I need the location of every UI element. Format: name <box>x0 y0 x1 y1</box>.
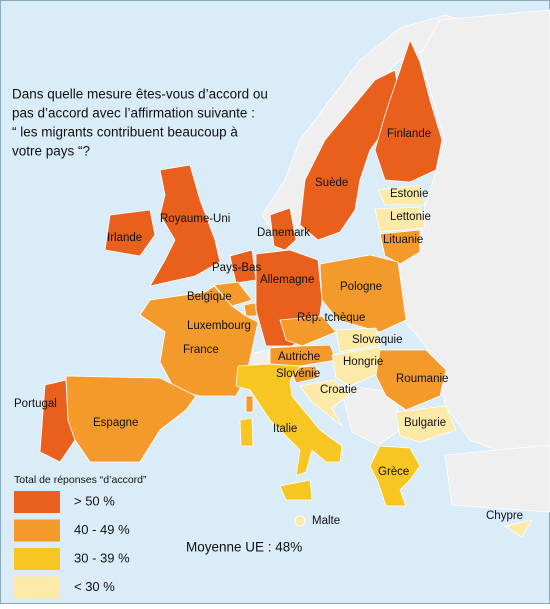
country-label: Chypre <box>486 510 523 522</box>
country-label: Grèce <box>378 466 409 478</box>
country-shape <box>379 229 421 265</box>
country-label: Pays-Bas <box>212 262 261 274</box>
country-shape <box>374 206 426 233</box>
country-shape <box>319 254 407 333</box>
country-label: Lettonie <box>390 211 431 223</box>
country-shape <box>299 379 351 427</box>
legend-label: < 30 % <box>74 579 115 594</box>
country-label: Rép. tchèque <box>297 312 365 324</box>
country-shape <box>149 164 221 287</box>
country-label: Lituanie <box>383 234 423 246</box>
country-label: Espagne <box>93 417 138 429</box>
country-shape <box>279 315 337 347</box>
country-shape <box>279 479 313 501</box>
country-shape <box>331 346 387 387</box>
title-line: votre pays “? <box>12 144 90 159</box>
country-labels: Suède Finlande Estonie Lettonie Lituanie… <box>14 128 523 527</box>
country-label: Slovaquie <box>352 334 403 346</box>
country-label: Bulgarie <box>404 417 446 429</box>
country-label: Hongrie <box>343 356 383 368</box>
country-label: Roumanie <box>396 373 448 385</box>
country-label: Irlande <box>107 232 142 244</box>
country-shape <box>374 39 443 183</box>
title: Dans quelle mesure êtes-vous d’accord ou… <box>12 87 268 159</box>
legend-label: > 50 % <box>74 493 115 508</box>
legend-swatch <box>14 491 60 513</box>
country-label: Finlande <box>387 128 431 140</box>
title-line: Dans quelle mesure êtes-vous d’accord ou <box>12 87 268 102</box>
country-label: Danemark <box>257 227 310 239</box>
legend-swatch <box>14 548 60 570</box>
country-label: Autriche <box>278 351 320 363</box>
country-label: Croatie <box>320 384 357 396</box>
legend: Total de réponses “d’accord” > 50 % 40 - … <box>14 474 147 599</box>
country-shape <box>377 184 426 206</box>
legend-swatch <box>14 519 60 542</box>
country-shape <box>375 349 447 411</box>
country-shape <box>335 327 381 353</box>
country-label: Pologne <box>340 281 382 293</box>
country-shape <box>65 375 197 463</box>
title-line: “ les migrants contribuent beaucoup à <box>12 125 238 140</box>
legend-swatch <box>14 576 60 599</box>
country-shape <box>235 363 343 477</box>
country-shape <box>245 395 254 413</box>
country-label: Slovénie <box>276 368 320 380</box>
country-label: Belgique <box>187 291 232 303</box>
country-shape <box>294 515 306 527</box>
country-shape <box>239 417 254 447</box>
country-label: Portugal <box>14 398 57 410</box>
country-shape <box>395 405 457 443</box>
legend-label: 40 - 49 % <box>74 522 130 537</box>
country-label: Italie <box>273 423 297 435</box>
country-label: Suède <box>315 177 348 189</box>
country-label: Allemagne <box>260 274 314 286</box>
country-shape <box>369 445 421 507</box>
average: Moyenne UE : 48% <box>186 540 302 555</box>
legend-title: Total de réponses “d’accord” <box>14 474 147 486</box>
countries <box>39 39 533 538</box>
country-shape <box>269 207 297 251</box>
title-line: pas d’accord avec l’affirmation suivante… <box>12 106 255 121</box>
country-label: Luxembourg <box>187 320 251 332</box>
country-label: Royaume-Uni <box>160 213 230 225</box>
legend-label: 30 - 39 % <box>74 550 130 565</box>
country-label: Malte <box>312 515 340 527</box>
country-label: France <box>183 344 219 356</box>
country-shape <box>104 209 156 257</box>
country-shape <box>504 519 533 538</box>
country-label: Estonie <box>390 188 428 200</box>
country-shape <box>243 302 258 317</box>
